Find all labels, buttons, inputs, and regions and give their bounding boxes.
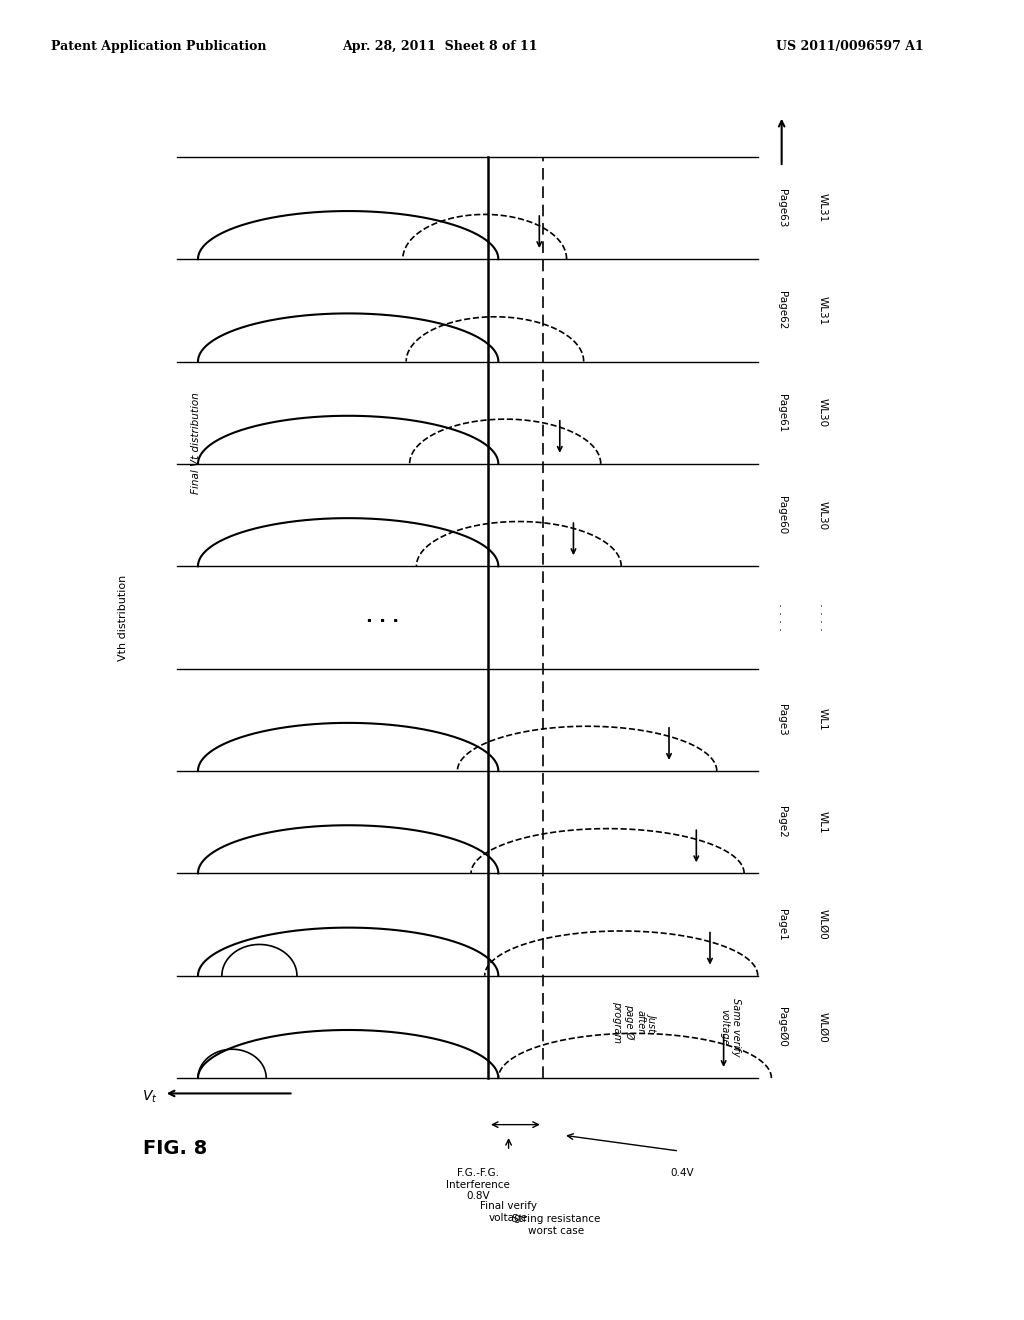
Text: WL1: WL1 — [817, 709, 827, 731]
Text: 0.4V: 0.4V — [671, 1168, 694, 1179]
Text: Patent Application Publication: Patent Application Publication — [51, 40, 266, 53]
Text: PageØ0: PageØ0 — [776, 1007, 786, 1047]
Text: Page2: Page2 — [776, 807, 786, 838]
Text: Vth distribution: Vth distribution — [118, 574, 128, 660]
Text: . . .: . . . — [366, 609, 399, 627]
Text: FIG. 8: FIG. 8 — [143, 1139, 208, 1158]
Text: WL1: WL1 — [817, 810, 827, 833]
Text: Page1: Page1 — [776, 908, 786, 940]
Text: Just
after
page Ø
program: Just after page Ø program — [612, 1001, 657, 1043]
Text: WL30: WL30 — [817, 500, 827, 529]
Text: Page61: Page61 — [776, 393, 786, 432]
Text: Final Vt distribution: Final Vt distribution — [191, 392, 201, 495]
Text: $\mathit{V}_t$: $\mathit{V}_t$ — [142, 1088, 158, 1105]
Text: Page62: Page62 — [776, 292, 786, 330]
Text: WLØ0: WLØ0 — [817, 1011, 827, 1043]
Text: Final verify
voltage: Final verify voltage — [480, 1201, 537, 1222]
Text: WL31: WL31 — [817, 193, 827, 223]
Text: Apr. 28, 2011  Sheet 8 of 11: Apr. 28, 2011 Sheet 8 of 11 — [343, 40, 538, 53]
Text: F.G.-F.G.
Interference
0.8V: F.G.-F.G. Interference 0.8V — [445, 1168, 510, 1201]
Text: Page3: Page3 — [776, 704, 786, 735]
Text: Page60: Page60 — [776, 496, 786, 535]
Text: WL30: WL30 — [817, 399, 827, 428]
Text: Page63: Page63 — [776, 189, 786, 227]
Text: US 2011/0096597 A1: US 2011/0096597 A1 — [776, 40, 924, 53]
Text: WLØ0: WLØ0 — [817, 909, 827, 940]
Text: · · · ·: · · · · — [772, 603, 784, 631]
Text: · · · ·: · · · · — [813, 603, 825, 631]
Text: String resistance
worst case: String resistance worst case — [512, 1214, 600, 1236]
Text: Same verify
voltage: Same verify voltage — [720, 998, 741, 1056]
Text: WL31: WL31 — [817, 296, 827, 325]
